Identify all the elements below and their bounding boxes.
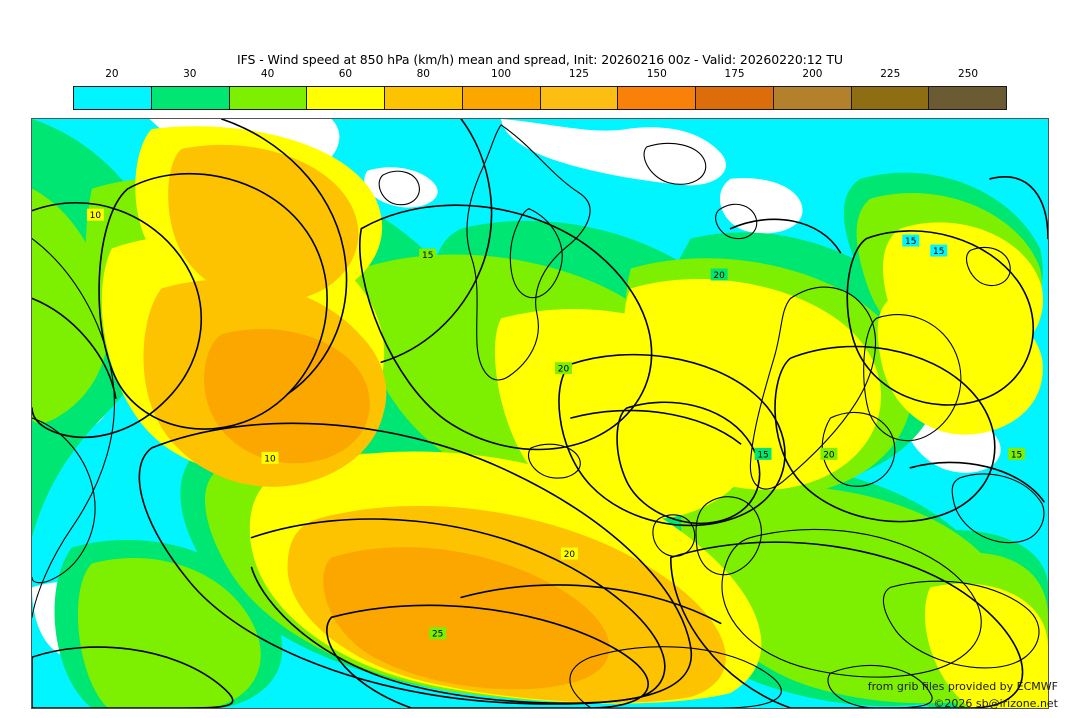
colorbar-tick-250: 250 bbox=[958, 68, 979, 80]
contour-label-25: 25 bbox=[429, 627, 447, 640]
colorbar-band-30 bbox=[151, 87, 230, 109]
svg-text:10: 10 bbox=[90, 211, 102, 221]
svg-text:25: 25 bbox=[432, 630, 443, 640]
contour-labels: 10 20 15 20 bbox=[86, 208, 1026, 640]
svg-text:15: 15 bbox=[933, 247, 944, 257]
colorbar-band-80 bbox=[385, 87, 463, 109]
colorbar-tick-125: 125 bbox=[568, 68, 589, 80]
contour-label-15-c: 15 bbox=[1008, 447, 1026, 460]
contour-label-20-b: 20 bbox=[820, 447, 838, 460]
colorbar-tick-100: 100 bbox=[491, 68, 512, 80]
colorbar: 20 30 40 60 80 100 125 150 175 200 225 250 bbox=[73, 68, 1007, 112]
svg-text:10: 10 bbox=[264, 454, 276, 464]
contour-label-20-c: 20 bbox=[560, 547, 578, 560]
colorbar-tick-labels: 20 30 40 60 80 100 125 150 175 200 225 250 bbox=[73, 68, 1007, 86]
contour-label-15-d: 15 bbox=[930, 244, 948, 257]
spread-contours bbox=[32, 119, 1048, 708]
colorbar-tick-150: 150 bbox=[646, 68, 667, 80]
svg-text:20: 20 bbox=[713, 271, 725, 281]
page-title: IFS - Wind speed at 850 hPa (km/h) mean … bbox=[237, 52, 843, 67]
svg-text:20: 20 bbox=[823, 450, 835, 460]
colorbar-band-20 bbox=[74, 87, 152, 109]
colorbar-band-175 bbox=[696, 87, 774, 109]
contour-label-10-b: 10 bbox=[261, 451, 279, 464]
colorbar-tick-20: 20 bbox=[105, 68, 119, 80]
contour-label-15-e: 15 bbox=[419, 248, 437, 261]
svg-text:20: 20 bbox=[558, 365, 570, 375]
colorbar-band-100 bbox=[462, 87, 541, 109]
contour-label-15-a: 15 bbox=[754, 447, 772, 460]
colorbar-band-200 bbox=[773, 87, 852, 109]
svg-text:15: 15 bbox=[757, 450, 768, 460]
svg-text:20: 20 bbox=[564, 550, 576, 560]
colorbar-tick-225: 225 bbox=[880, 68, 901, 80]
contour-label-20-a: 20 bbox=[554, 362, 572, 375]
colorbar-tick-40: 40 bbox=[260, 68, 275, 80]
colorbar-band-125 bbox=[540, 87, 619, 109]
svg-text:15: 15 bbox=[422, 251, 433, 261]
coastlines bbox=[32, 124, 1045, 708]
colorbar-tick-60: 60 bbox=[338, 68, 353, 80]
svg-text:15: 15 bbox=[905, 237, 916, 247]
colorbar-tick-80: 80 bbox=[416, 68, 430, 80]
colorbar-band-225 bbox=[851, 87, 930, 109]
svg-text:15: 15 bbox=[1011, 450, 1022, 460]
shading-band-100 bbox=[204, 328, 610, 690]
colorbar-band-250 bbox=[929, 87, 1006, 109]
colorbar-tick-175: 175 bbox=[724, 68, 745, 80]
contour-label-10: 10 bbox=[86, 208, 104, 221]
colorbar-tick-30: 30 bbox=[183, 68, 197, 80]
colorbar-bands bbox=[73, 86, 1007, 110]
contour-label-20-d: 20 bbox=[710, 268, 728, 281]
map-frame[interactable]: 10 20 15 20 bbox=[31, 118, 1049, 709]
colorbar-band-40 bbox=[229, 87, 308, 109]
map-field-canvas: 10 20 15 20 bbox=[32, 119, 1048, 708]
colorbar-tick-200: 200 bbox=[802, 68, 823, 80]
colorbar-band-60 bbox=[307, 87, 385, 109]
colorbar-band-150 bbox=[618, 87, 696, 109]
contour-label-15-b: 15 bbox=[902, 234, 920, 247]
